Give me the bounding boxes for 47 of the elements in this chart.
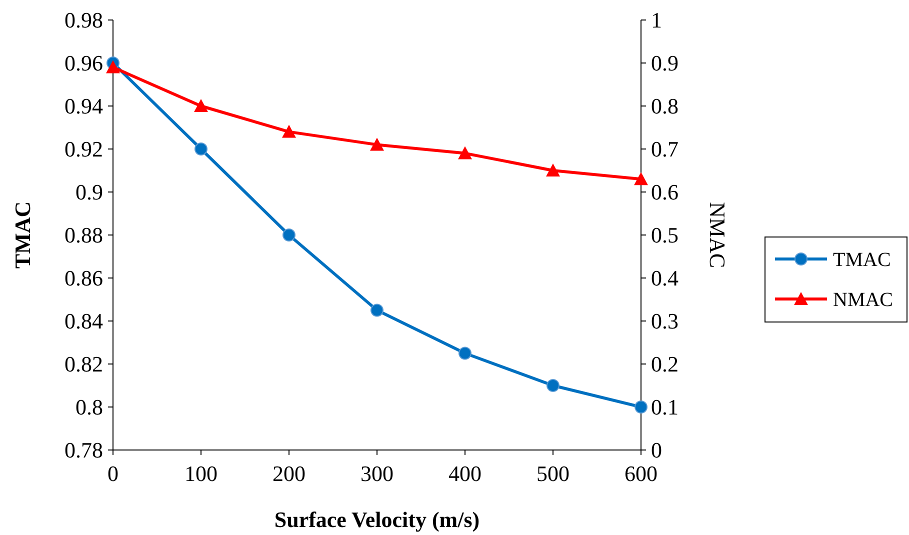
point	[194, 142, 208, 156]
point	[546, 164, 560, 176]
y-axis-title: TMAC	[10, 201, 35, 269]
y2-axis-title: NMAC	[705, 202, 730, 268]
y2-tick-label: 0.8	[651, 94, 678, 119]
y-tick-label: 0.96	[64, 50, 103, 76]
point	[370, 138, 384, 151]
y-tick-label: 0.9	[76, 180, 103, 205]
point	[546, 379, 560, 392]
x-tick-label: 600	[624, 461, 658, 486]
x-tick-label: 100	[184, 461, 218, 486]
x-tick-label: 0	[108, 461, 118, 486]
point	[370, 304, 384, 317]
point	[282, 228, 296, 242]
point	[458, 146, 472, 160]
y2-tick-label: 0.9	[651, 50, 678, 76]
y2-tick-label: 0.2	[651, 352, 678, 377]
x-tick-label: 500	[536, 461, 570, 486]
legend-label: NMAC	[833, 289, 894, 311]
y2-tick-label: 0	[651, 438, 662, 463]
y2-tick-label: 0.5	[651, 222, 678, 248]
y-tick-label: 0.86	[64, 266, 103, 291]
x-axis-title: Surface Velocity (m/s)	[274, 507, 480, 532]
y-tick-label: 0.8	[76, 394, 103, 420]
y-tick-label: 0.88	[64, 222, 103, 248]
y2-tick-label: 0.7	[651, 136, 678, 162]
x-tick-label: 400	[448, 461, 482, 486]
y-tick-label: 0.98	[64, 8, 103, 33]
y2-tick-label: 0.4	[651, 266, 678, 291]
point	[634, 172, 648, 186]
point	[106, 60, 120, 74]
point	[458, 346, 472, 360]
point	[282, 124, 296, 138]
y2-tick-label: 0.6	[651, 180, 678, 205]
legend-label: TMAC	[833, 249, 891, 271]
y-tick-label: 0.82	[64, 352, 103, 377]
x-tick-label: 300	[360, 461, 394, 486]
y-tick-label: 0.92	[64, 136, 103, 162]
y-tick-label: 0.94	[64, 94, 103, 119]
x-tick-label: 200	[272, 461, 306, 486]
point	[194, 99, 208, 112]
y2-tick-label: 1	[651, 8, 662, 33]
y2-tick-label: 0.1	[651, 394, 678, 420]
point	[634, 400, 648, 414]
y-tick-label: 0.78	[64, 438, 103, 463]
y2-tick-label: 0.3	[651, 308, 678, 334]
y-tick-label: 0.84	[64, 308, 103, 334]
